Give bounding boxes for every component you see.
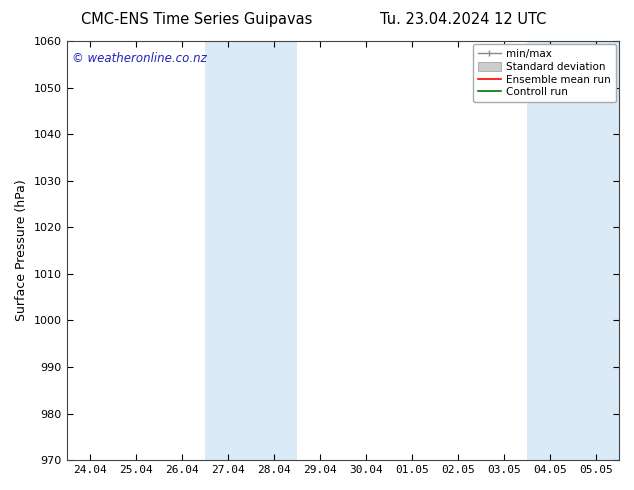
Text: Tu. 23.04.2024 12 UTC: Tu. 23.04.2024 12 UTC xyxy=(380,12,546,27)
Bar xyxy=(205,41,297,460)
Y-axis label: Surface Pressure (hPa): Surface Pressure (hPa) xyxy=(15,180,28,321)
Text: CMC-ENS Time Series Guipavas: CMC-ENS Time Series Guipavas xyxy=(81,12,312,27)
Bar xyxy=(527,41,619,460)
Text: © weatheronline.co.nz: © weatheronline.co.nz xyxy=(72,51,207,65)
Legend: min/max, Standard deviation, Ensemble mean run, Controll run: min/max, Standard deviation, Ensemble me… xyxy=(472,44,616,102)
